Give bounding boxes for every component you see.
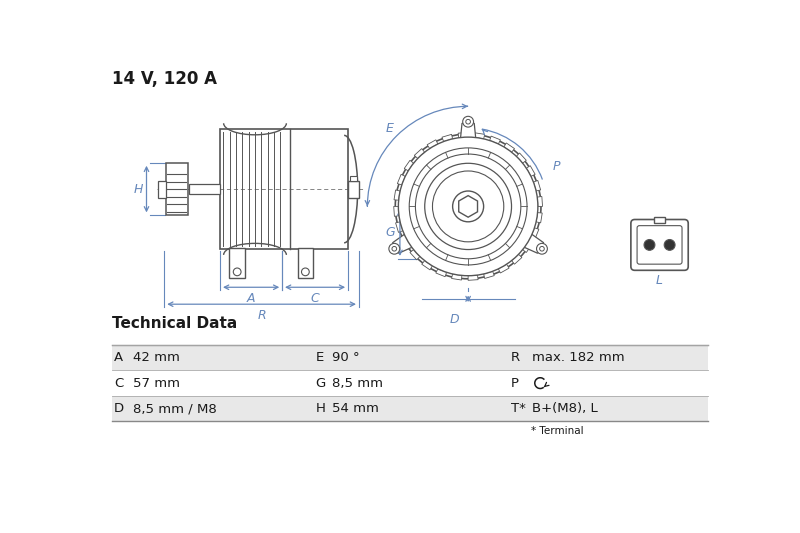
Text: T*: T* <box>510 402 526 415</box>
Text: A: A <box>114 351 123 364</box>
Text: 54 mm: 54 mm <box>333 402 379 415</box>
Text: E: E <box>315 351 324 364</box>
Text: C: C <box>310 292 319 305</box>
Bar <box>112 345 708 370</box>
Circle shape <box>433 171 504 242</box>
Polygon shape <box>498 264 509 273</box>
FancyBboxPatch shape <box>637 225 682 264</box>
Text: D: D <box>114 402 124 415</box>
Circle shape <box>302 268 310 276</box>
Polygon shape <box>458 196 478 217</box>
Polygon shape <box>458 133 468 138</box>
Circle shape <box>453 191 484 222</box>
Circle shape <box>415 154 521 259</box>
Polygon shape <box>436 269 446 277</box>
Bar <box>298 248 313 278</box>
Text: * Terminal: * Terminal <box>531 426 583 436</box>
Circle shape <box>664 239 675 251</box>
Circle shape <box>395 134 541 279</box>
Text: D: D <box>450 313 459 326</box>
Bar <box>348 181 359 198</box>
Text: A: A <box>247 292 255 305</box>
Text: R: R <box>258 309 266 322</box>
Polygon shape <box>422 261 432 270</box>
Text: L: L <box>656 274 663 287</box>
Bar <box>166 163 187 215</box>
Polygon shape <box>522 242 532 253</box>
Bar <box>112 396 708 421</box>
Polygon shape <box>516 153 526 163</box>
Circle shape <box>392 246 397 251</box>
Polygon shape <box>468 275 478 280</box>
Text: 8,5 mm: 8,5 mm <box>333 377 383 390</box>
Text: 8,5 mm / M8: 8,5 mm / M8 <box>133 402 216 415</box>
Polygon shape <box>404 160 414 171</box>
Polygon shape <box>393 218 438 253</box>
Polygon shape <box>474 133 485 139</box>
Polygon shape <box>442 134 453 142</box>
Polygon shape <box>410 249 420 260</box>
Circle shape <box>644 239 655 251</box>
Text: H: H <box>134 183 142 196</box>
Text: P: P <box>510 377 518 390</box>
Bar <box>189 184 220 195</box>
Bar <box>350 176 357 181</box>
Circle shape <box>234 268 241 276</box>
Text: 90 °: 90 ° <box>333 351 360 364</box>
Bar <box>220 130 348 249</box>
Text: Technical Data: Technical Data <box>112 316 237 331</box>
Polygon shape <box>458 120 478 165</box>
Bar <box>112 370 708 396</box>
Circle shape <box>398 137 538 276</box>
Text: G: G <box>315 377 326 390</box>
Circle shape <box>410 148 527 265</box>
Polygon shape <box>484 271 494 278</box>
Text: H: H <box>315 402 326 415</box>
Text: 14 V, 120 A: 14 V, 120 A <box>112 70 217 88</box>
Circle shape <box>537 244 547 254</box>
Polygon shape <box>394 206 399 216</box>
Polygon shape <box>498 218 543 253</box>
Polygon shape <box>401 237 410 247</box>
Polygon shape <box>534 181 541 191</box>
Polygon shape <box>414 149 425 158</box>
Circle shape <box>462 116 474 127</box>
Polygon shape <box>394 190 400 200</box>
Bar <box>158 181 166 198</box>
Text: B+(M8), L: B+(M8), L <box>533 402 598 415</box>
Circle shape <box>425 163 511 249</box>
Circle shape <box>540 246 544 251</box>
Polygon shape <box>536 213 542 223</box>
Text: G: G <box>386 226 395 239</box>
Text: 42 mm: 42 mm <box>133 351 179 364</box>
Bar <box>654 217 665 223</box>
Polygon shape <box>490 136 501 144</box>
Polygon shape <box>526 166 535 176</box>
FancyBboxPatch shape <box>631 220 688 270</box>
Text: C: C <box>114 377 123 390</box>
Text: 57 mm: 57 mm <box>133 377 179 390</box>
Text: R: R <box>510 351 520 364</box>
Polygon shape <box>398 174 406 185</box>
Text: P: P <box>553 159 560 173</box>
Polygon shape <box>451 274 462 280</box>
Polygon shape <box>531 228 539 238</box>
Circle shape <box>466 119 470 124</box>
Text: max. 182 mm: max. 182 mm <box>533 351 625 364</box>
Text: E: E <box>386 122 393 134</box>
Polygon shape <box>538 197 542 206</box>
Polygon shape <box>427 140 438 149</box>
Bar <box>230 248 245 278</box>
Polygon shape <box>395 222 403 232</box>
Polygon shape <box>512 254 522 264</box>
Polygon shape <box>504 143 514 152</box>
Circle shape <box>389 244 400 254</box>
